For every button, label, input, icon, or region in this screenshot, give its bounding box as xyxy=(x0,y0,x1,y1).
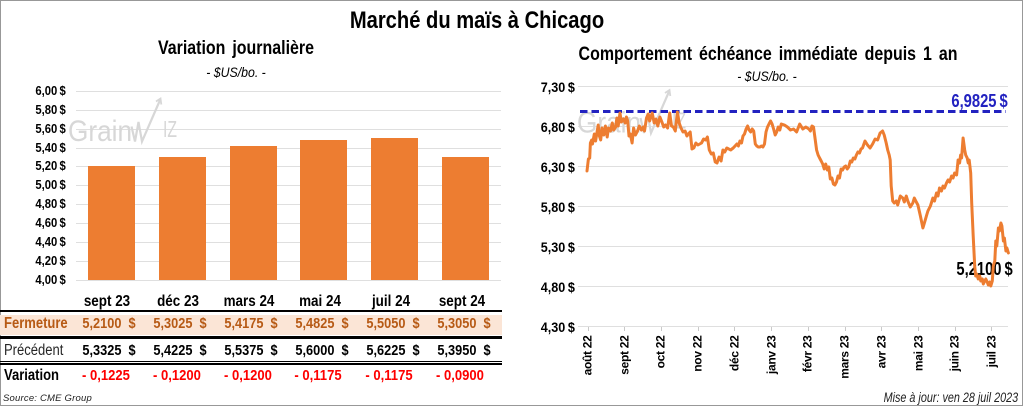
svg-text:Grain: Grain xyxy=(68,115,132,148)
svg-text:IZ: IZ xyxy=(163,116,177,142)
